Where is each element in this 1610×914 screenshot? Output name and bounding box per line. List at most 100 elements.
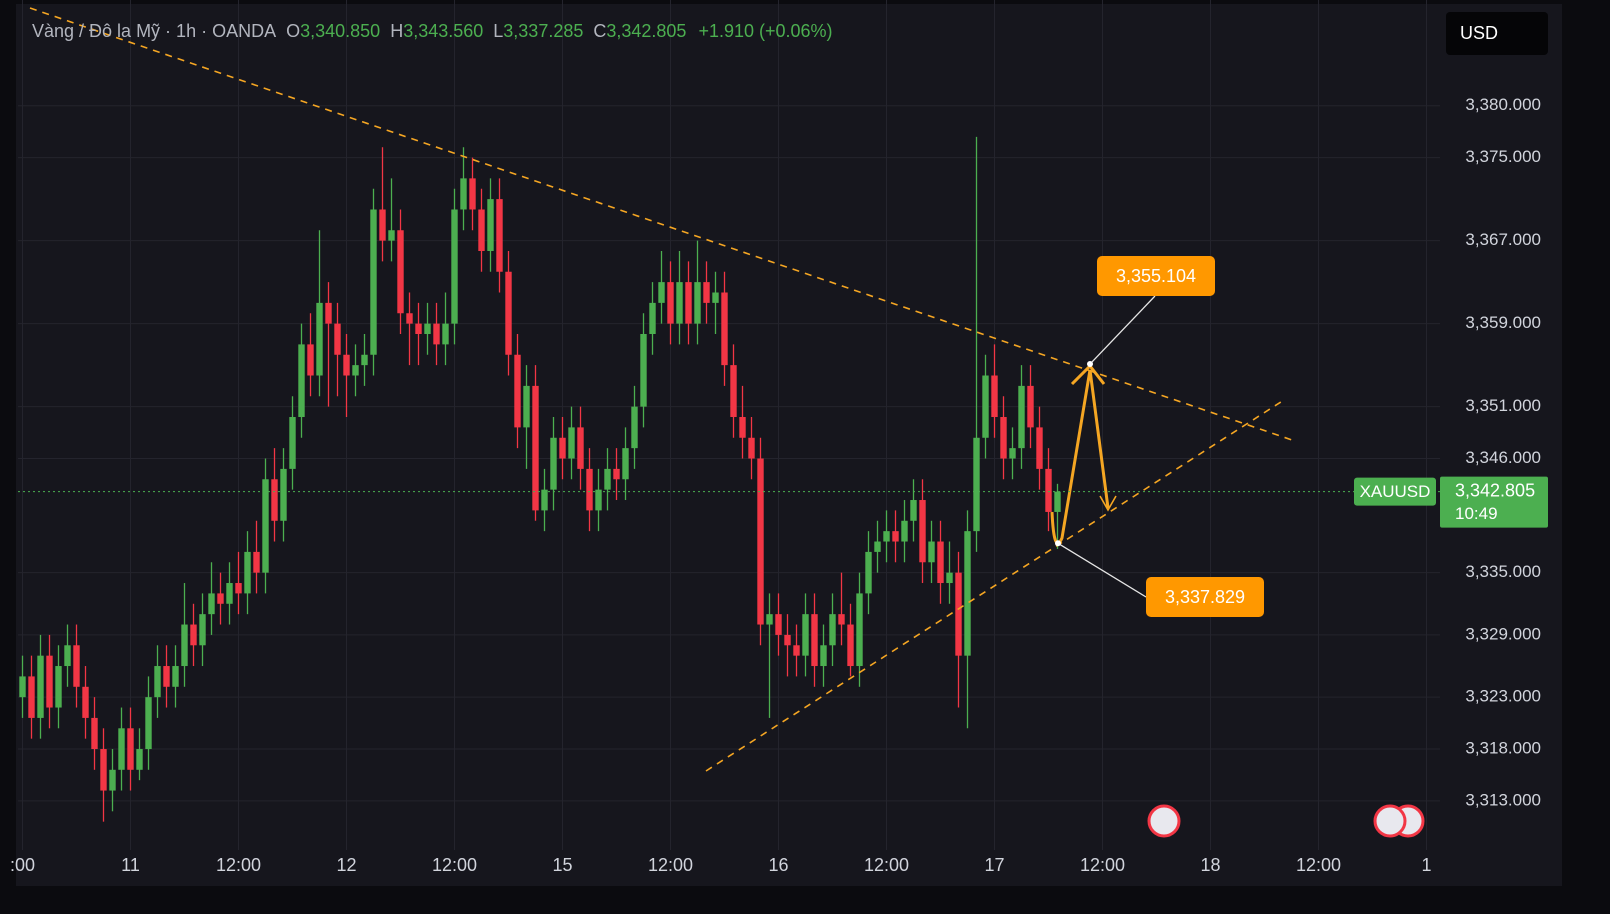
candle-body bbox=[217, 593, 224, 604]
candle-body bbox=[451, 209, 458, 324]
ohlc-value: 3,343.560 bbox=[403, 21, 483, 41]
candle-body bbox=[739, 417, 746, 438]
candle-body bbox=[604, 468, 611, 490]
candle-body bbox=[532, 385, 539, 511]
candle-body bbox=[505, 271, 512, 355]
x-tick-label: 12:00 bbox=[1080, 855, 1125, 875]
candle-body bbox=[856, 593, 863, 667]
ohlc-label: H bbox=[390, 21, 403, 41]
candle-body bbox=[694, 282, 701, 324]
y-tick-label: 3,359.000 bbox=[1465, 313, 1541, 332]
candle-body bbox=[109, 769, 116, 791]
candle-body bbox=[19, 676, 26, 698]
candle-body bbox=[991, 375, 998, 418]
candle-body bbox=[424, 323, 431, 335]
currency-button[interactable] bbox=[1446, 12, 1548, 55]
candle-body bbox=[748, 437, 755, 459]
candle-body bbox=[595, 489, 602, 511]
candle-body bbox=[829, 614, 836, 646]
candle-body bbox=[118, 728, 125, 770]
countdown-label: 10:49 bbox=[1455, 504, 1498, 523]
event-flag[interactable] bbox=[1147, 804, 1181, 838]
x-tick-label: 17 bbox=[984, 855, 1004, 875]
candle-body bbox=[901, 520, 908, 542]
candle-body bbox=[73, 645, 80, 687]
candle-body bbox=[883, 531, 890, 542]
candle-body bbox=[541, 489, 548, 511]
candles bbox=[19, 136, 1061, 822]
candle-body bbox=[100, 749, 107, 791]
candle-body bbox=[775, 614, 782, 635]
candle-body bbox=[289, 417, 296, 469]
candle-body bbox=[55, 666, 62, 708]
candle-body bbox=[964, 531, 971, 656]
candle-body bbox=[1000, 417, 1007, 459]
candle-body bbox=[28, 676, 35, 718]
candle-body bbox=[343, 354, 350, 376]
candle-body bbox=[352, 365, 359, 376]
symbol-tag bbox=[1354, 477, 1436, 506]
resistance-trendline bbox=[29, 7, 1293, 441]
candle-body bbox=[244, 551, 251, 594]
y-tick-label: 3,335.000 bbox=[1465, 562, 1541, 581]
candle-body bbox=[433, 323, 440, 345]
annotation-point bbox=[1055, 540, 1061, 547]
candle-body bbox=[847, 624, 854, 667]
y-tick-label: 3,313.000 bbox=[1465, 790, 1541, 809]
candle-body bbox=[370, 209, 377, 355]
candle-body bbox=[208, 593, 215, 615]
candle-body bbox=[280, 468, 287, 521]
y-tick-label: 3,375.000 bbox=[1465, 147, 1541, 166]
candle-body bbox=[460, 178, 467, 210]
event-flag[interactable] bbox=[1373, 804, 1407, 838]
candle-body bbox=[874, 541, 881, 552]
candle-body bbox=[802, 614, 809, 656]
candle-body bbox=[919, 500, 926, 563]
last-price-label: 3,342.805 bbox=[1455, 480, 1535, 500]
candle-body bbox=[46, 655, 53, 708]
x-tick-label: 11 bbox=[121, 855, 140, 875]
ohlc-label: C bbox=[593, 21, 606, 41]
candle-body bbox=[226, 583, 233, 604]
candle-body bbox=[469, 178, 476, 210]
y-tick-label: 3,323.000 bbox=[1465, 687, 1541, 706]
candle-body bbox=[838, 614, 845, 625]
candle-body bbox=[325, 302, 332, 324]
candle-body bbox=[307, 344, 314, 376]
candle-body bbox=[190, 624, 197, 646]
candle-body bbox=[622, 448, 629, 480]
candle-body bbox=[1054, 491, 1061, 512]
x-tick-label: 1 bbox=[1421, 855, 1431, 875]
y-tick-label: 3,380.000 bbox=[1465, 95, 1541, 114]
candle-body bbox=[757, 458, 764, 625]
ohlc-value: 3,337.285 bbox=[503, 21, 583, 41]
candle-body bbox=[1036, 427, 1043, 469]
candle-body bbox=[316, 302, 323, 376]
candle-body bbox=[946, 572, 953, 584]
candle-body bbox=[1045, 468, 1052, 512]
candle-body bbox=[865, 551, 872, 594]
candle-body bbox=[1027, 385, 1034, 428]
candle-body bbox=[721, 292, 728, 366]
candle-body bbox=[172, 666, 179, 687]
candle-body bbox=[928, 541, 935, 563]
candle-body bbox=[1018, 385, 1025, 449]
candle-body bbox=[811, 614, 818, 667]
candle-body bbox=[145, 697, 152, 750]
x-tick-label: :00 bbox=[10, 855, 35, 875]
y-tick-label: 3,329.000 bbox=[1465, 624, 1541, 643]
candle-body bbox=[613, 468, 620, 480]
candle-body bbox=[1009, 448, 1016, 459]
candle-body bbox=[298, 344, 305, 418]
x-tick-label: 12:00 bbox=[864, 855, 909, 875]
candle-body bbox=[379, 209, 386, 241]
currency-button-label[interactable]: USD bbox=[1460, 23, 1498, 43]
candle-body bbox=[388, 230, 395, 241]
symbol-tag-label: XAUUSD bbox=[1360, 482, 1431, 501]
ohlc-value: 3,342.805 bbox=[606, 21, 686, 41]
candle-body bbox=[253, 551, 260, 573]
candle-body bbox=[568, 427, 575, 459]
candle-body bbox=[550, 437, 557, 490]
candle-body bbox=[478, 209, 485, 251]
